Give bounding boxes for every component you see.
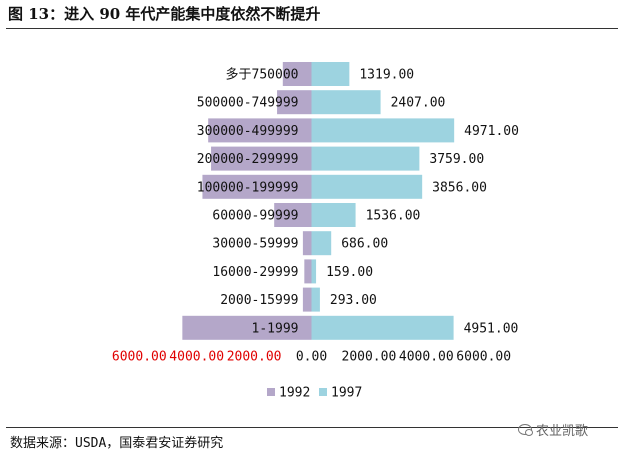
value-label-8: 293.00 xyxy=(330,293,377,308)
x-tick-label-2: 2000.00 xyxy=(227,350,282,365)
x-tick-label-4: 2000.00 xyxy=(342,350,397,365)
bar-1992-1 xyxy=(277,90,312,115)
bar-1992-3 xyxy=(211,146,312,171)
legend-swatch-1997 xyxy=(319,388,327,396)
x-tick-label-3: 0.00 xyxy=(296,350,327,365)
legend: 1992 1997 xyxy=(267,386,362,401)
legend-label-1992: 1992 xyxy=(279,386,310,401)
category-label-6: 30000-59999 xyxy=(212,237,298,252)
category-label-2: 300000-499999 xyxy=(197,124,299,139)
bar-1992-4 xyxy=(202,174,312,199)
value-label-4: 3856.00 xyxy=(432,180,487,195)
category-label-3: 200000-299999 xyxy=(197,152,299,167)
value-label-0: 1319.00 xyxy=(359,68,414,83)
data-labels: 1319.00 2407.00 4971.00 3759.00 3856.00 1536.… xyxy=(326,68,519,337)
chart-title: 图 13：进入 90 年代产能集中度依然不断提升 xyxy=(8,5,321,23)
bar-1997-0 xyxy=(311,62,350,86)
legend-swatch-1992 xyxy=(267,388,275,396)
bar-1992-2 xyxy=(208,118,312,143)
bar-1997-4 xyxy=(311,174,423,199)
source-note: 数据来源：USDA，国泰君安证券研究 xyxy=(10,436,224,451)
bar-1992-5 xyxy=(274,203,312,227)
bar-1997-8 xyxy=(311,287,320,312)
watermark-text: 农业凯歌 xyxy=(536,423,589,439)
value-label-1: 2407.00 xyxy=(391,96,446,111)
bar-1997-6 xyxy=(311,231,332,256)
value-label-2: 4971.00 xyxy=(464,124,519,139)
value-label-7: 159.00 xyxy=(326,265,373,280)
bar-1997-1 xyxy=(311,90,381,115)
bar-1992-9 xyxy=(182,315,312,340)
category-labels: 多于750000 500000-749999 300000-499999 200000… xyxy=(197,67,299,337)
value-label-3: 3759.00 xyxy=(429,152,484,167)
x-tick-label-0: 6000.00 xyxy=(112,350,167,365)
category-label-0: 多于750000 xyxy=(226,67,299,83)
footer-divider xyxy=(6,427,618,428)
title-divider xyxy=(6,28,618,29)
bar-1997-2 xyxy=(311,118,455,143)
value-label-5: 1536.00 xyxy=(366,209,421,224)
watermark: 农业凯歌 xyxy=(518,419,588,439)
bar-1997-7 xyxy=(311,259,317,284)
category-label-8: 2000-15999 xyxy=(220,293,298,308)
wechat-icon xyxy=(518,423,533,436)
x-tick-label-1: 4000.00 xyxy=(169,350,224,365)
bar-1997-3 xyxy=(311,146,420,171)
category-label-5: 60000-99999 xyxy=(212,209,298,224)
x-tick-label-5: 4000.00 xyxy=(399,350,454,365)
x-tick-label-6: 6000.00 xyxy=(456,350,511,365)
category-label-1: 500000-749999 xyxy=(197,96,299,111)
value-label-9: 4951.00 xyxy=(464,321,519,336)
series-1992-bars xyxy=(182,62,312,340)
bar-1992-0 xyxy=(282,62,312,86)
bar-1997-5 xyxy=(311,203,356,227)
bar-1992-7 xyxy=(304,259,312,284)
category-label-7: 16000-29999 xyxy=(212,265,298,280)
bar-1992-8 xyxy=(302,287,312,312)
x-axis-ticks: 6000.00 4000.00 2000.00 0.00 2000.00 4000.00 6… xyxy=(112,350,511,365)
category-label-4: 100000-199999 xyxy=(197,180,299,195)
bar-1992-6 xyxy=(302,231,312,256)
category-label-9: 1-1999 xyxy=(252,321,299,336)
series-1997-bars xyxy=(311,62,455,340)
bar-1997-9 xyxy=(311,315,454,340)
legend-label-1997: 1997 xyxy=(331,386,362,401)
value-label-6: 686.00 xyxy=(341,237,388,252)
